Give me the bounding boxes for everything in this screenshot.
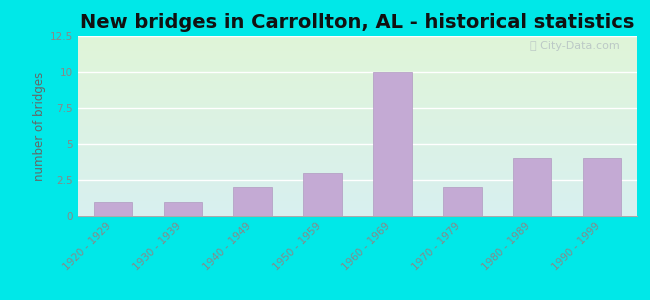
Bar <box>164 202 202 216</box>
Bar <box>373 72 411 216</box>
Text: ⓘ City-Data.com: ⓘ City-Data.com <box>530 41 620 51</box>
Bar <box>233 187 272 216</box>
Bar <box>94 202 132 216</box>
Y-axis label: number of bridges: number of bridges <box>32 71 46 181</box>
Bar <box>513 158 551 216</box>
Title: New bridges in Carrollton, AL - historical statistics: New bridges in Carrollton, AL - historic… <box>81 13 634 32</box>
Bar <box>583 158 621 216</box>
Bar <box>443 187 482 216</box>
Bar <box>304 173 342 216</box>
